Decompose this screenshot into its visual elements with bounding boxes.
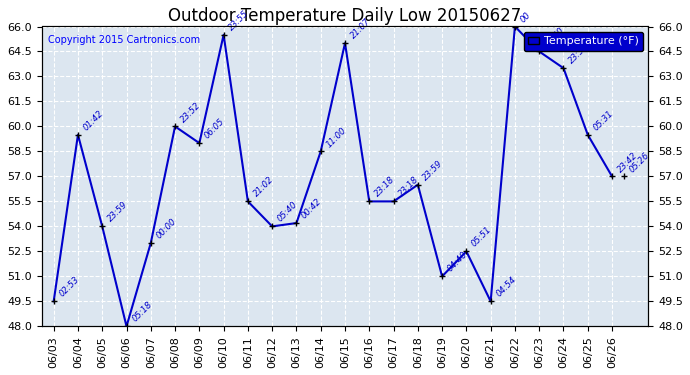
Text: 02:53: 02:53: [57, 275, 81, 299]
Text: Copyright 2015 Cartronics.com: Copyright 2015 Cartronics.com: [48, 36, 199, 45]
Text: 01:42: 01:42: [81, 109, 105, 132]
Legend: Temperature (°F): Temperature (°F): [524, 32, 643, 51]
Text: 04:54: 04:54: [494, 275, 518, 299]
Text: 23:55: 23:55: [227, 9, 251, 32]
Text: 23:59: 23:59: [106, 200, 130, 224]
Text: 11:00: 11:00: [324, 125, 348, 149]
Text: 00:00: 00:00: [155, 217, 178, 240]
Text: 21:02: 21:02: [252, 175, 275, 199]
Text: 21:07: 21:07: [348, 17, 372, 40]
Text: 23:53: 23:53: [567, 42, 591, 66]
Text: 05:51: 05:51: [470, 225, 493, 249]
Text: 00:42: 00:42: [300, 197, 324, 220]
Text: 23:42: 23:42: [615, 150, 639, 174]
Text: 00: 00: [519, 10, 533, 24]
Title: Outdoor Temperature Daily Low 20150627: Outdoor Temperature Daily Low 20150627: [168, 7, 522, 25]
Text: 23:18: 23:18: [397, 175, 421, 199]
Text: 17:50: 17:50: [543, 26, 566, 49]
Text: 05:18: 05:18: [130, 300, 154, 324]
Text: 06:05: 06:05: [203, 117, 226, 141]
Text: 23:59: 23:59: [422, 159, 445, 182]
Text: 05:40: 05:40: [276, 200, 299, 224]
Text: 05:26: 05:26: [628, 150, 651, 174]
Text: 04:40: 04:40: [446, 250, 469, 274]
Text: 05:31: 05:31: [591, 109, 615, 132]
Text: 23:52: 23:52: [179, 100, 202, 124]
Text: 23:18: 23:18: [373, 175, 397, 199]
